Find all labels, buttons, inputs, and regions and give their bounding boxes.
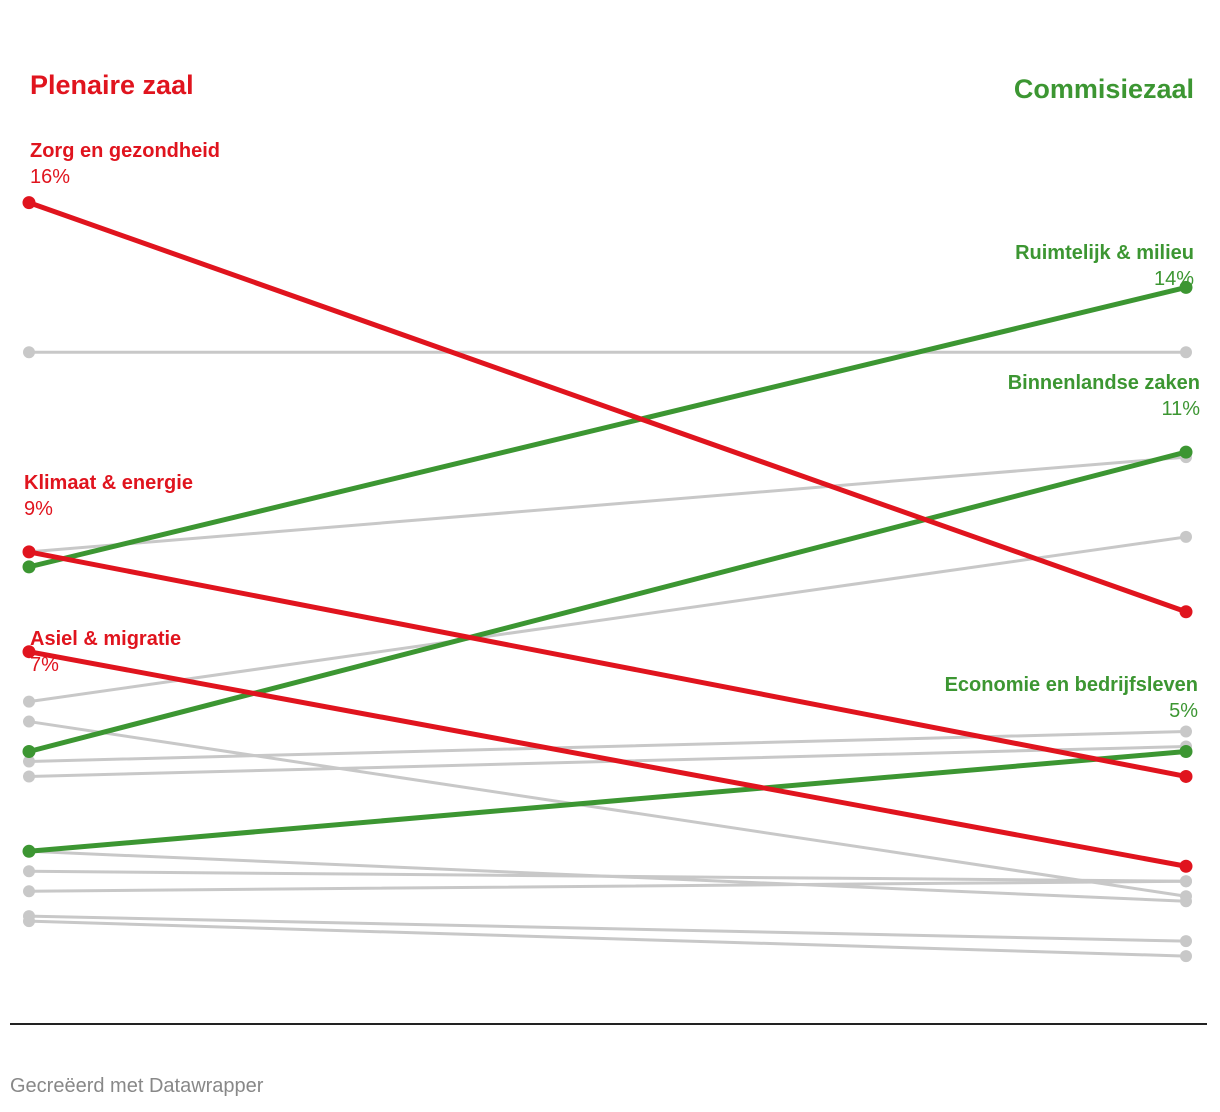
label-binnenlandse-zaken: Binnenlandse zaken 11%: [1008, 370, 1200, 422]
label-name: Ruimtelijk & milieu: [1015, 242, 1194, 264]
series-line-zorg-en-gezondheid: [26, 200, 1189, 615]
label-value: 16%: [30, 166, 71, 188]
label-value: 5%: [1169, 700, 1198, 722]
point-left-overig-5: [23, 755, 35, 768]
point-right-overig-3: [1180, 530, 1192, 543]
point-left-zorg-en-gezondheid: [22, 196, 36, 210]
label-value: 7%: [30, 654, 59, 676]
label-name: Binnenlandse zaken: [1007, 372, 1200, 394]
label-zorg-en-gezondheid: Zorg en gezondheid 16%: [30, 138, 220, 190]
series-line-overig-8: [27, 869, 1188, 883]
point-left-overig-11: [23, 915, 35, 928]
point-left-overig-8: [23, 865, 35, 878]
point-left-overig-6: [23, 770, 35, 783]
point-right-overig-1: [1180, 346, 1192, 359]
point-left-asiel-migratie: [22, 645, 36, 659]
point-right-klimaat-energie: [1179, 769, 1193, 783]
point-right-overig-10: [1180, 935, 1192, 948]
series-line-overig-10: [27, 914, 1188, 943]
label-ruimtelijk-milieu: Ruimtelijk & milieu 14%: [1015, 240, 1194, 292]
series-line-overig-9: [27, 879, 1188, 893]
point-left-klimaat-energie: [22, 545, 36, 559]
point-left-overig-1: [23, 346, 35, 359]
label-name: Economie en bedrijfsleven: [944, 674, 1198, 696]
point-right-overig-5: [1180, 725, 1192, 738]
point-right-economie-en-bedrijfsleven: [1179, 745, 1193, 758]
point-right-overig-9: [1180, 875, 1192, 888]
label-asiel-migratie: Asiel & migratie 7%: [30, 626, 181, 678]
point-right-asiel-migratie: [1179, 859, 1193, 873]
point-right-overig-11: [1180, 950, 1192, 963]
label-klimaat-energie: Klimaat & energie 9%: [24, 470, 193, 522]
label-name: Asiel & migratie: [30, 628, 182, 650]
label-value: 9%: [24, 498, 53, 520]
footer-credit: Gecreëerd met Datawrapper: [10, 1075, 264, 1097]
series-line-overig-4: [27, 720, 1188, 898]
left-column-header: Plenaire zaal: [30, 70, 194, 100]
point-left-economie-en-bedrijfsleven: [22, 844, 36, 858]
series-line-economie-en-bedrijfsleven: [26, 749, 1189, 854]
series-line-ruimtelijk-milieu: [26, 284, 1189, 570]
series-line-binnenlandse-zaken: [26, 449, 1189, 754]
label-name: Zorg en gezondheid: [30, 140, 220, 162]
label-name: Klimaat & energie: [24, 472, 193, 494]
series-line-overig-11: [27, 919, 1188, 958]
label-economie-en-bedrijfsleven: Economie en bedrijfsleven 5%: [945, 672, 1198, 724]
point-left-overig-3: [23, 695, 35, 708]
series-line-overig-2: [27, 455, 1188, 554]
point-right-binnenlandse-zaken: [1179, 445, 1193, 459]
point-left-overig-4: [23, 715, 35, 728]
point-left-binnenlandse-zaken: [22, 745, 36, 758]
point-left-ruimtelijk-milieu: [22, 560, 36, 574]
point-left-overig-9: [23, 885, 35, 898]
point-right-zorg-en-gezondheid: [1179, 605, 1193, 619]
series-line-asiel-migratie: [26, 649, 1189, 869]
series-line-klimaat-energie: [26, 549, 1189, 779]
point-right-ruimtelijk-milieu: [1179, 280, 1193, 294]
right-column-header: Commisiezaal: [1013, 74, 1194, 104]
label-value: 14%: [1153, 268, 1194, 290]
series-line-overig-3: [27, 535, 1188, 704]
point-right-overig-7: [1180, 895, 1192, 908]
label-value: 11%: [1161, 398, 1200, 420]
